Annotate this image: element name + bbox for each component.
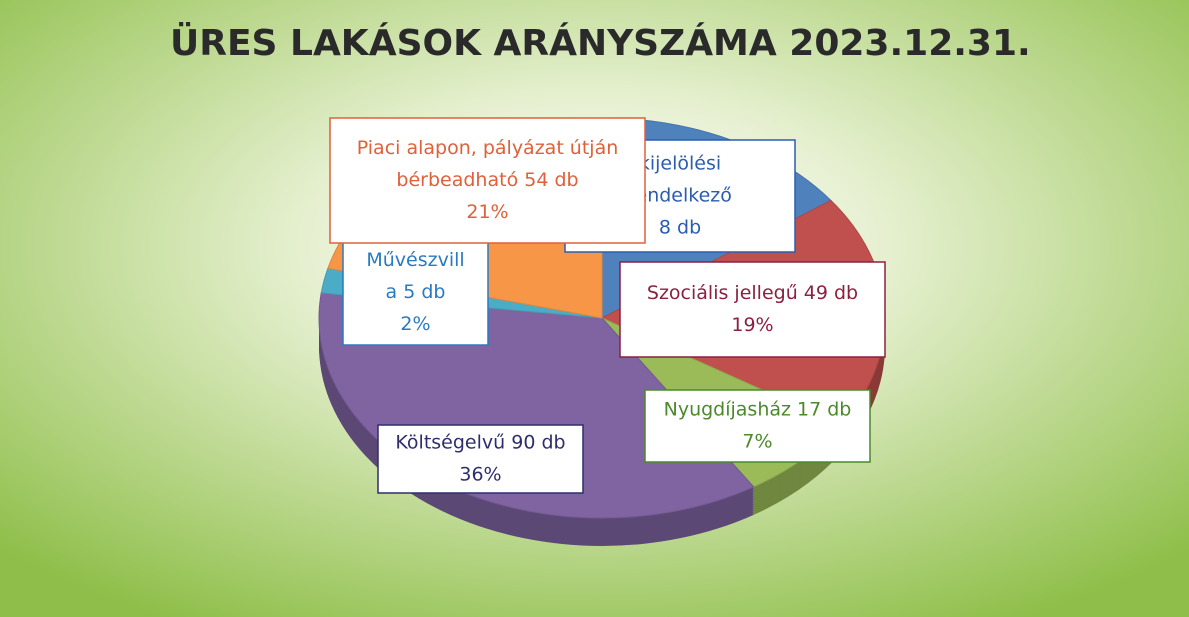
label-box bbox=[619, 261, 886, 358]
data-label: Nyugdíjasház 17 db 7% bbox=[644, 389, 871, 463]
label-text: Költségelvű 90 db bbox=[395, 432, 565, 454]
data-label: Költségelvű 90 db 36% bbox=[377, 424, 584, 494]
label-box bbox=[329, 117, 646, 244]
data-label: Művészvill a 5 db 2% bbox=[342, 239, 489, 346]
label-box bbox=[644, 389, 871, 463]
value-label: 36% bbox=[459, 464, 501, 486]
label-text: kijelölési bbox=[639, 153, 721, 175]
label-text: bérbeadható 54 db bbox=[396, 169, 578, 191]
label-box bbox=[377, 424, 584, 494]
value-label: 2% bbox=[400, 313, 430, 335]
value-label: 7% bbox=[742, 431, 772, 453]
label-text: rendelkező bbox=[628, 185, 732, 207]
data-label: Piaci alapon, pályázat útján bérbeadható … bbox=[329, 117, 646, 244]
label-box bbox=[342, 239, 489, 346]
label-text: a 5 db bbox=[386, 281, 446, 303]
label-text: Szociális jellegű 49 db bbox=[647, 282, 858, 304]
label-text: Nyugdíjasház 17 db bbox=[664, 399, 852, 421]
value-label: 21% bbox=[466, 201, 508, 223]
labels: kijelölési rendelkező 8 db Szociális jelleg… bbox=[329, 117, 886, 494]
label-text: Művészvill bbox=[366, 249, 464, 271]
label-text: 8 db bbox=[659, 217, 701, 239]
chart-title: ÜRES LAKÁSOK ARÁNYSZÁMA 2023.12.31. bbox=[170, 22, 1031, 64]
value-label: 19% bbox=[731, 314, 773, 336]
data-label: Szociális jellegű 49 db 19% bbox=[619, 261, 886, 358]
label-text: Piaci alapon, pályázat útján bbox=[357, 137, 619, 159]
